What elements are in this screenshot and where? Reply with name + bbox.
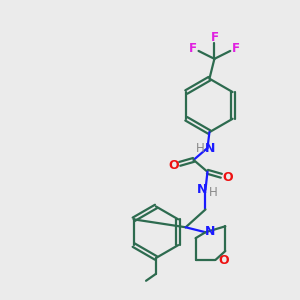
Text: F: F bbox=[189, 42, 196, 56]
Text: O: O bbox=[218, 254, 229, 268]
Text: N: N bbox=[197, 183, 208, 196]
Text: N: N bbox=[205, 142, 216, 154]
Text: H: H bbox=[196, 142, 205, 154]
Text: F: F bbox=[232, 42, 240, 56]
Text: O: O bbox=[169, 159, 179, 172]
Text: H: H bbox=[209, 186, 218, 199]
Text: N: N bbox=[205, 225, 216, 238]
Text: O: O bbox=[222, 171, 232, 184]
Text: F: F bbox=[210, 31, 218, 44]
